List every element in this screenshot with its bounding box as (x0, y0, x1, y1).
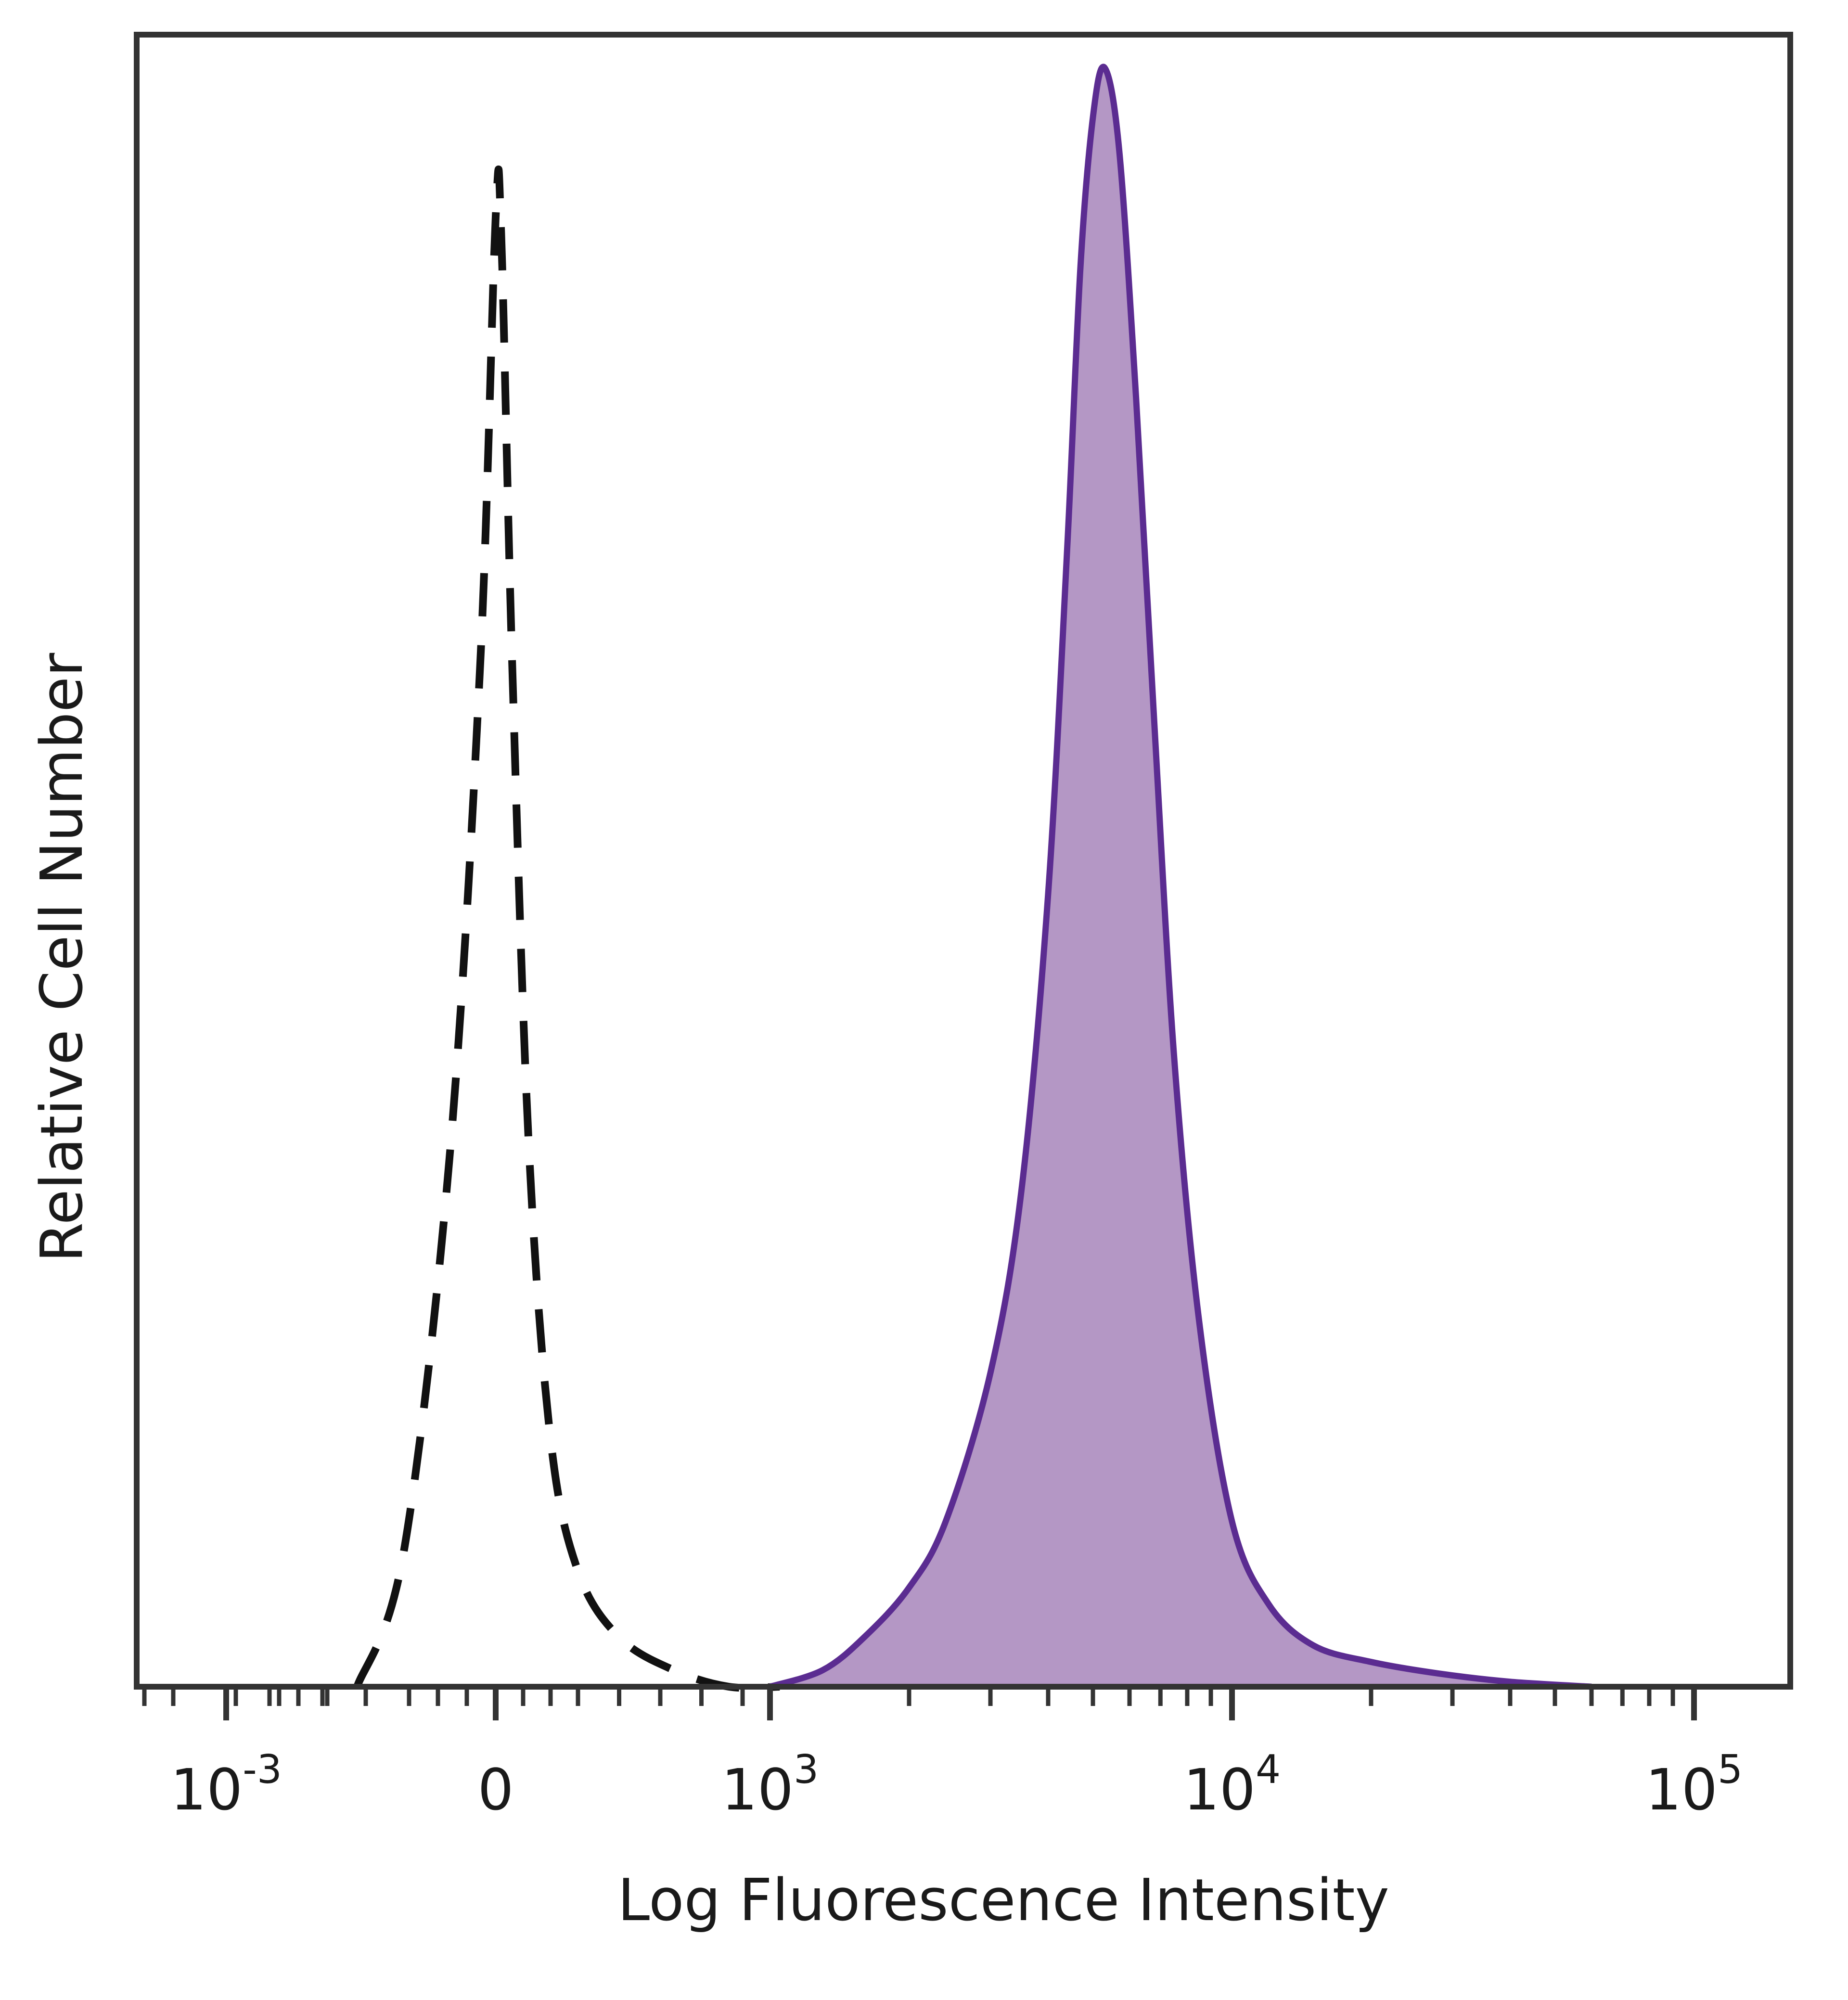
x-tick-label-4: 105 (1645, 1747, 1743, 1823)
x-axis-tick-labels: 10-3 0 103 104 105 (170, 1747, 1743, 1823)
x-axis-minor-ticks (142, 1687, 1675, 1706)
x-axis-major-ticks (223, 1687, 1697, 1720)
series-layer (353, 64, 1592, 1692)
x-tick-label-0: 10-3 (170, 1747, 282, 1823)
plot-frame (134, 32, 1793, 1690)
x-tick-label-1: 0 (477, 1756, 513, 1823)
series-line-0 (353, 166, 780, 1692)
series-line-1 (769, 64, 1592, 1690)
x-axis-title: Log Fluorescence Intensity (617, 1867, 1389, 1934)
y-axis-title: Relative Cell Number (29, 653, 96, 1262)
x-tick-label-3: 104 (1183, 1747, 1281, 1823)
series-fill-1 (770, 66, 1592, 1687)
x-tick-label-2: 103 (721, 1747, 819, 1823)
